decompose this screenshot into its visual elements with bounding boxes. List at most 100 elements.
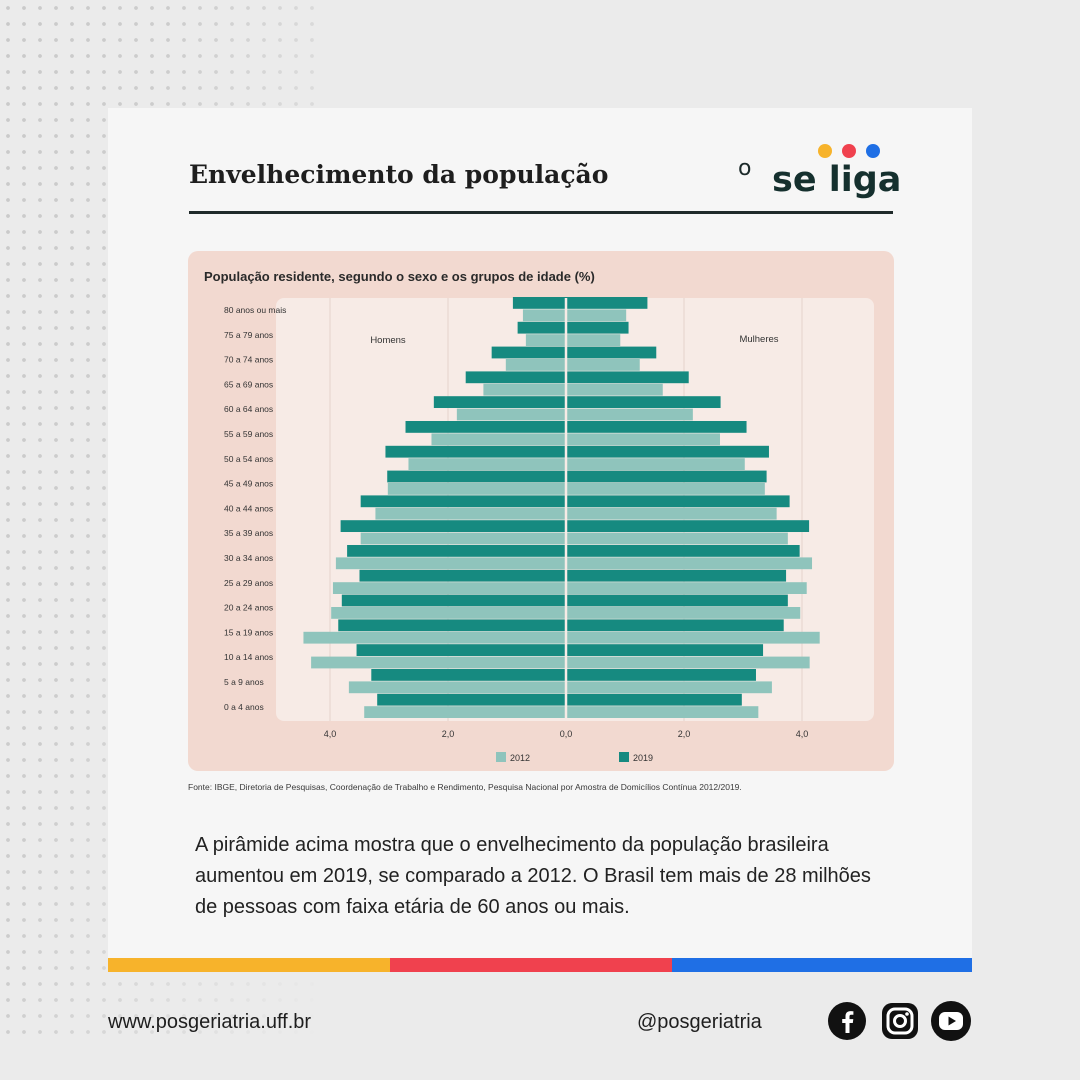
legend-swatch-2019: [619, 752, 629, 762]
x-tick-label: 2,0: [678, 729, 691, 739]
bar-men-2012: [525, 334, 566, 346]
category-label: 30 a 34 anos: [224, 553, 273, 563]
category-label: 50 a 54 anos: [224, 454, 273, 464]
category-label: 65 a 69 anos: [224, 379, 273, 389]
bar-men-2012: [431, 433, 566, 446]
bar-women-2019: [566, 321, 629, 334]
bar-women-2019: [566, 520, 810, 532]
bar-men-2019: [517, 321, 566, 334]
x-tick-label: 2,0: [442, 729, 455, 739]
bar-men-2019: [433, 396, 566, 408]
category-label: 5 a 9 anos: [224, 677, 264, 687]
bar-women-2012: [566, 507, 777, 520]
bar-women-2019: [566, 569, 787, 582]
brand-prefix: o: [738, 156, 752, 181]
legend-swatch-2012: [496, 752, 506, 762]
category-label: 40 a 44 anos: [224, 503, 273, 513]
bar-men-2012: [456, 408, 566, 421]
brand-dot-yellow: [818, 144, 832, 158]
page-title: Envelhecimento da população: [189, 160, 609, 189]
bar-women-2012: [566, 631, 820, 644]
category-label: 55 a 59 anos: [224, 429, 273, 439]
bar-men-2012: [303, 631, 566, 644]
bar-women-2012: [566, 706, 759, 718]
bar-women-2012: [566, 582, 807, 594]
bar-women-2012: [566, 334, 621, 346]
bar-women-2019: [566, 421, 747, 433]
bar-women-2019: [566, 644, 764, 656]
bar-women-2012: [566, 656, 810, 669]
bar-women-2012: [566, 309, 627, 322]
bar-women-2019: [566, 669, 756, 681]
category-label: 25 a 29 anos: [224, 578, 273, 588]
bar-men-2012: [375, 507, 566, 520]
category-label: 35 a 39 anos: [224, 528, 273, 538]
bar-men-2019: [341, 594, 566, 607]
stripe-blue: [672, 958, 972, 972]
bar-women-2019: [566, 594, 788, 607]
brand-name: se liga: [772, 160, 902, 200]
bar-men-2019: [377, 693, 566, 706]
bar-women-2012: [566, 458, 745, 470]
bar-women-2012: [566, 681, 772, 694]
bar-men-2012: [331, 607, 566, 619]
bar-women-2019: [566, 619, 784, 632]
category-label: 0 a 4 anos: [224, 702, 264, 712]
bar-women-2019: [566, 445, 769, 458]
bar-men-2012: [408, 458, 566, 470]
brand-dot-red: [842, 144, 856, 158]
bar-men-2019: [491, 346, 566, 359]
bar-women-2019: [566, 297, 648, 309]
facebook-icon[interactable]: [826, 1000, 868, 1042]
stripe-red: [390, 958, 672, 972]
chart-panel: População residente, segundo o sexo e os…: [188, 251, 894, 771]
bar-women-2012: [566, 408, 693, 421]
social-handle-link[interactable]: @posgeriatria: [637, 1011, 762, 1033]
bar-women-2019: [566, 346, 657, 359]
legend-label-2019: 2019: [633, 753, 653, 763]
content-card: Envelhecimento da população o se liga Po…: [108, 108, 972, 958]
category-label: 20 a 24 anos: [224, 603, 273, 613]
bar-women-2019: [566, 470, 767, 483]
title-underline: [189, 211, 893, 214]
bar-women-2019: [566, 371, 689, 384]
bar-men-2012: [364, 706, 566, 718]
source-note: Fonte: IBGE, Diretoria de Pesquisas, Coo…: [188, 782, 742, 792]
x-tick-label: 4,0: [324, 729, 337, 739]
bar-men-2012: [311, 656, 566, 669]
bar-men-2019: [338, 619, 566, 632]
bar-women-2019: [566, 545, 800, 557]
bar-men-2012: [332, 582, 566, 594]
bar-men-2019: [359, 569, 566, 582]
category-label: 80 anos ou mais: [224, 305, 286, 315]
instagram-icon[interactable]: [879, 1000, 921, 1042]
bar-men-2012: [360, 532, 566, 545]
youtube-icon[interactable]: [930, 1000, 972, 1042]
bar-women-2012: [566, 532, 788, 545]
website-link[interactable]: www.posgeriatria.uff.br: [108, 1011, 312, 1033]
bar-men-2012: [505, 359, 566, 371]
bar-men-2012: [483, 383, 566, 396]
category-label: 75 a 79 anos: [224, 330, 273, 340]
bar-men-2012: [387, 483, 566, 495]
side-label-men: Homens: [370, 335, 406, 346]
bar-men-2019: [405, 421, 566, 433]
bar-men-2019: [360, 495, 566, 508]
stripe-yellow: [108, 958, 390, 972]
bar-men-2019: [340, 520, 566, 532]
bar-women-2012: [566, 359, 640, 371]
bar-women-2012: [566, 383, 663, 396]
bar-men-2019: [387, 470, 566, 483]
bar-men-2019: [465, 371, 566, 384]
bar-men-2019: [347, 545, 566, 557]
x-tick-label: 0,0: [560, 729, 573, 739]
category-label: 10 a 14 anos: [224, 652, 273, 662]
category-label: 15 a 19 anos: [224, 627, 273, 637]
bar-women-2012: [566, 483, 765, 495]
side-label-women: Mulheres: [739, 334, 778, 345]
bar-men-2019: [356, 644, 566, 656]
description-paragraph: A pirâmide acima mostra que o envelhecim…: [195, 834, 871, 918]
category-label: 45 a 49 anos: [224, 479, 273, 489]
bar-men-2012: [335, 557, 566, 570]
brand-dot-blue: [866, 144, 880, 158]
